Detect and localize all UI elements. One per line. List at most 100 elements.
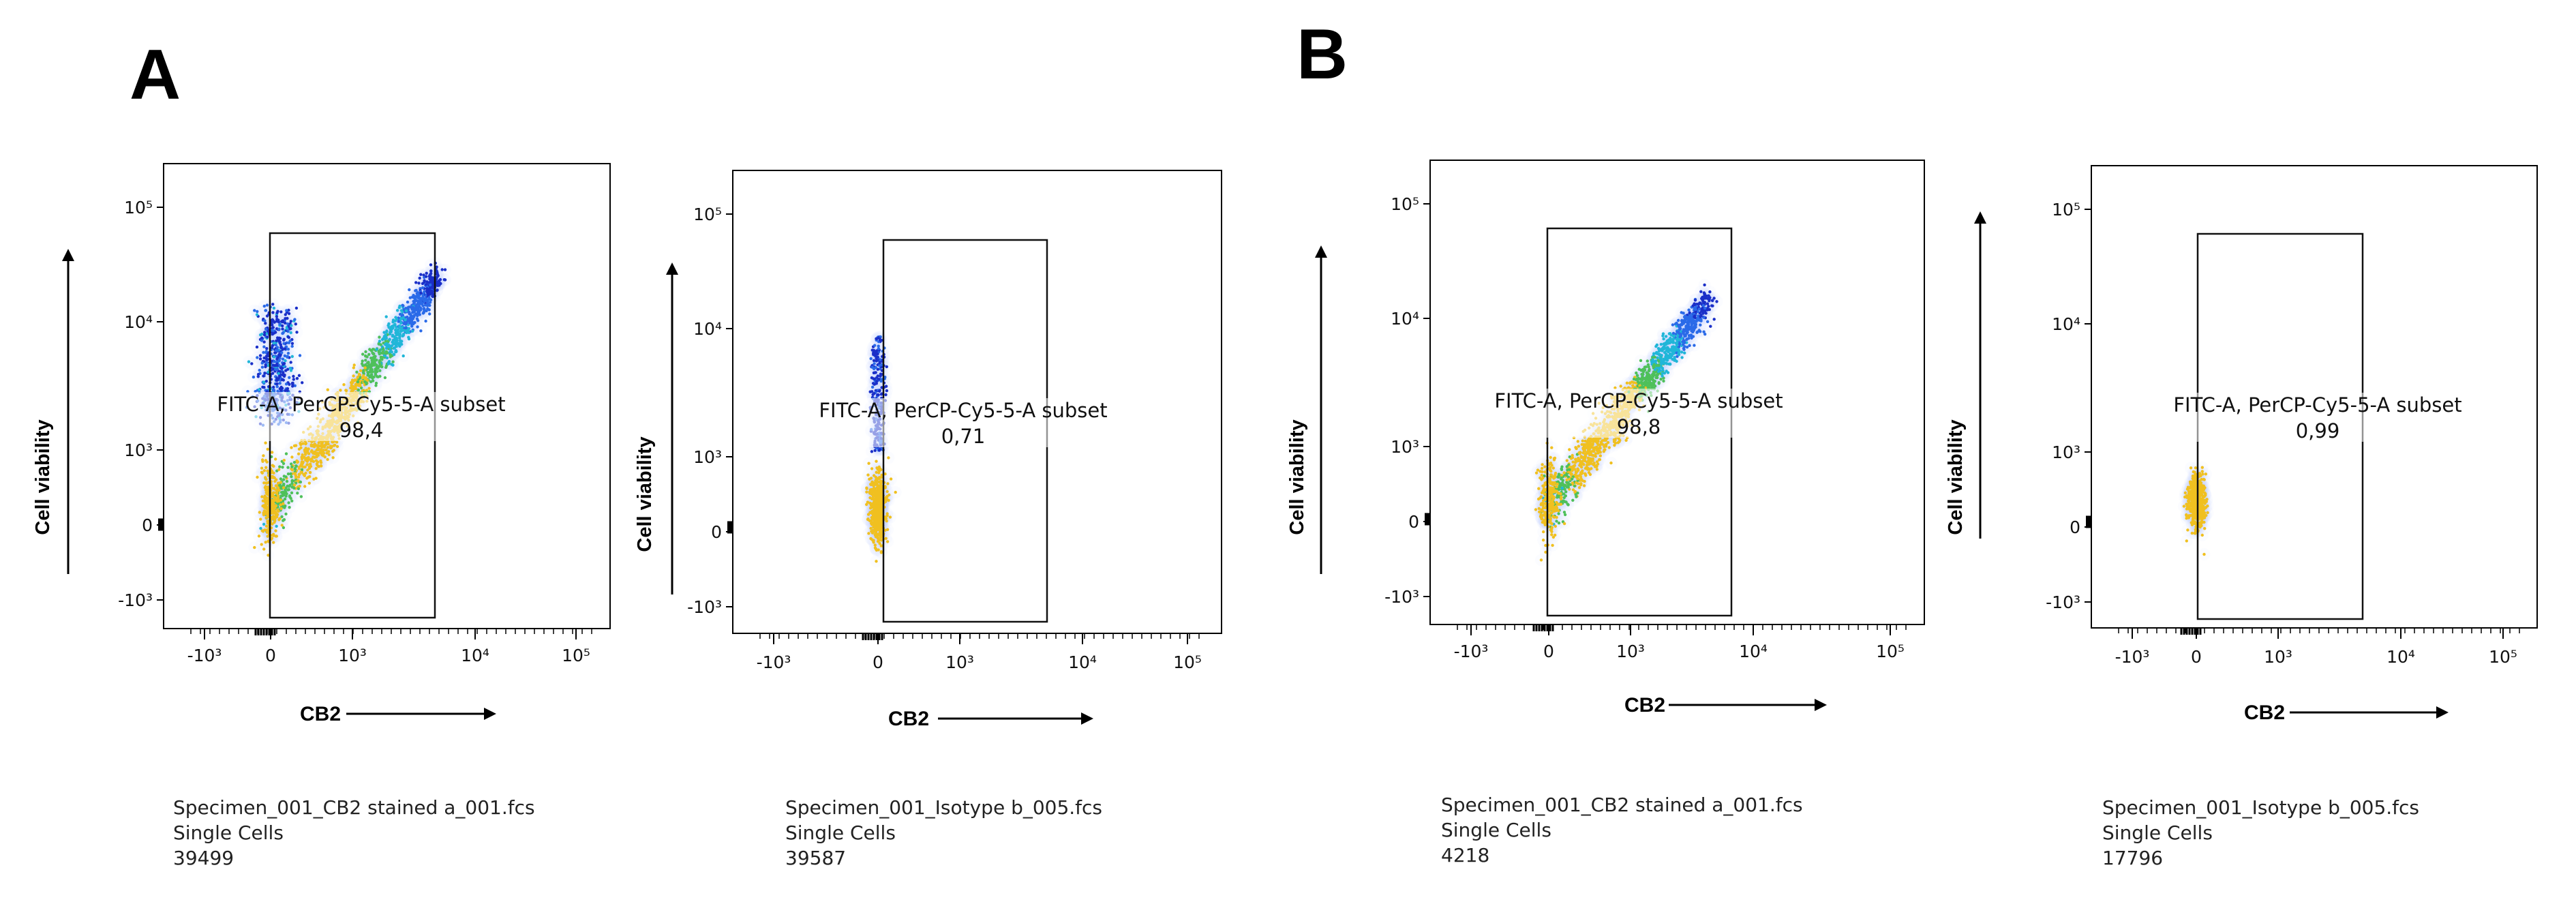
density-dot xyxy=(332,449,335,452)
density-dot xyxy=(421,286,425,290)
density-dot xyxy=(275,534,278,538)
density-dot xyxy=(431,295,434,298)
density-dot xyxy=(276,356,279,359)
density-dot xyxy=(331,456,335,459)
density-dot xyxy=(361,352,365,356)
y-tick-label: -10³ xyxy=(118,590,153,610)
density-dot xyxy=(279,485,283,489)
density-dot xyxy=(290,468,294,472)
density-dot xyxy=(270,329,274,332)
density-dot xyxy=(438,284,441,287)
density-dot xyxy=(367,352,371,357)
density-dot xyxy=(272,342,275,345)
density-dot xyxy=(392,352,396,357)
density-dot xyxy=(285,309,288,312)
density-dot xyxy=(392,346,395,350)
density-dot xyxy=(282,502,285,506)
density-dot xyxy=(278,382,282,385)
density-dot xyxy=(262,522,266,526)
density-dot xyxy=(262,513,266,516)
density-dot xyxy=(263,319,267,322)
density-dot xyxy=(258,357,262,361)
density-dot xyxy=(425,287,429,290)
density-dot xyxy=(391,324,395,327)
x-axis-arrowhead xyxy=(484,708,496,720)
density-dot xyxy=(429,269,433,273)
density-dot xyxy=(284,389,287,393)
density-dot xyxy=(262,304,266,308)
density-dot xyxy=(265,530,269,534)
density-dot xyxy=(265,347,269,350)
density-dot xyxy=(352,389,355,392)
density-dot xyxy=(326,388,329,391)
density-dot xyxy=(304,442,307,446)
density-dot xyxy=(285,479,289,483)
density-dot xyxy=(401,333,406,336)
density-dot xyxy=(356,380,360,384)
density-dot xyxy=(262,454,265,457)
density-dot xyxy=(274,349,278,352)
density-dot xyxy=(291,385,294,388)
density-dot xyxy=(382,331,386,334)
density-dot xyxy=(428,273,431,277)
density-dot xyxy=(305,459,309,463)
density-dot xyxy=(374,384,378,387)
density-dot xyxy=(256,375,260,378)
density-dot xyxy=(300,471,304,474)
density-dot xyxy=(264,510,268,514)
density-dot xyxy=(395,317,399,321)
density-dot xyxy=(383,376,387,380)
panel-label-a: A xyxy=(130,35,181,115)
density-dot xyxy=(277,509,280,513)
x-tick-label: 10⁴ xyxy=(461,646,489,665)
density-dot xyxy=(372,375,376,379)
density-dot xyxy=(418,276,421,280)
density-dot xyxy=(297,374,301,377)
density-dot xyxy=(260,495,264,498)
density-dot xyxy=(378,362,382,365)
density-dot xyxy=(398,344,401,348)
density-dot xyxy=(327,453,331,457)
density-dot xyxy=(294,322,297,326)
density-dot xyxy=(330,445,333,448)
density-dot xyxy=(419,273,423,276)
density-dot xyxy=(389,348,393,352)
density-dot xyxy=(342,383,346,387)
density-dot xyxy=(363,366,367,370)
density-dot xyxy=(425,271,428,275)
density-dot xyxy=(364,359,367,362)
density-dot xyxy=(404,322,408,326)
density-dot xyxy=(380,337,384,342)
density-dot xyxy=(395,339,399,342)
density-dot xyxy=(399,328,404,331)
density-dot xyxy=(258,368,261,372)
density-dot xyxy=(287,488,290,492)
density-dot xyxy=(412,322,415,326)
density-dot xyxy=(387,345,390,348)
density-dot xyxy=(284,321,287,325)
density-dot xyxy=(284,475,288,479)
density-dot xyxy=(279,310,283,314)
density-dot xyxy=(298,484,301,488)
density-dot xyxy=(297,472,301,476)
density-dot xyxy=(277,352,281,357)
density-dot xyxy=(282,493,286,497)
density-dot xyxy=(273,479,277,483)
density-dot xyxy=(414,288,418,292)
density-dot xyxy=(436,288,439,292)
density-dot xyxy=(323,455,327,459)
density-dot xyxy=(307,465,312,468)
density-dot xyxy=(275,492,278,495)
density-dot xyxy=(407,335,410,339)
density-dot xyxy=(304,447,307,450)
density-dot xyxy=(282,363,285,366)
density-dot xyxy=(316,445,320,449)
density-dot xyxy=(265,487,269,492)
density-dot xyxy=(423,279,426,282)
density-dot xyxy=(298,354,302,357)
density-dot xyxy=(350,385,354,388)
density-dot xyxy=(429,289,434,292)
density-dot xyxy=(364,378,367,381)
density-dot xyxy=(378,369,382,372)
density-dot xyxy=(278,337,282,340)
